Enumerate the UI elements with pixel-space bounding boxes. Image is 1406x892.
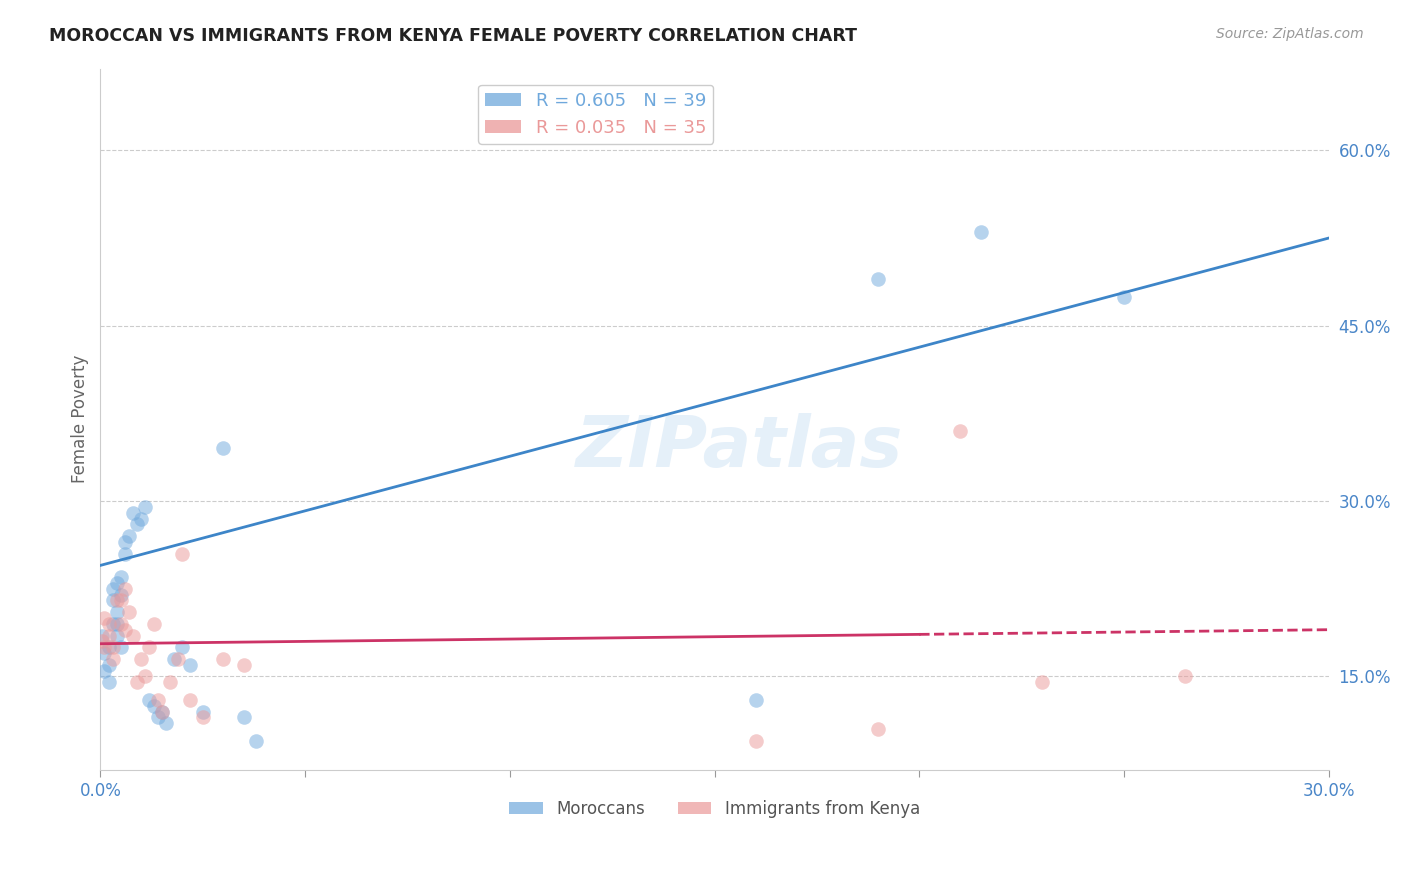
Point bbox=[172, 547, 194, 561]
Point bbox=[105, 605, 128, 619]
Point bbox=[97, 675, 120, 690]
Point bbox=[97, 628, 120, 642]
Point bbox=[105, 576, 128, 591]
Point bbox=[232, 710, 254, 724]
Y-axis label: Female Poverty: Female Poverty bbox=[72, 355, 89, 483]
Point bbox=[142, 698, 165, 713]
Point bbox=[970, 225, 993, 239]
Point bbox=[167, 652, 190, 666]
Point bbox=[191, 710, 214, 724]
Point bbox=[105, 616, 128, 631]
Point bbox=[1236, 774, 1258, 789]
Point bbox=[114, 582, 136, 596]
Point bbox=[110, 588, 132, 602]
Point bbox=[159, 675, 181, 690]
Point bbox=[101, 582, 124, 596]
Point bbox=[868, 272, 890, 286]
Point bbox=[191, 705, 214, 719]
Point bbox=[110, 640, 132, 655]
Point bbox=[949, 424, 972, 438]
Legend: Moroccans, Immigrants from Kenya: Moroccans, Immigrants from Kenya bbox=[502, 794, 927, 825]
Point bbox=[91, 628, 114, 642]
Point bbox=[114, 535, 136, 549]
Point bbox=[172, 640, 194, 655]
Point bbox=[134, 669, 156, 683]
Point bbox=[138, 693, 160, 707]
Point bbox=[110, 593, 132, 607]
Point bbox=[114, 547, 136, 561]
Point bbox=[127, 517, 149, 532]
Point bbox=[105, 593, 128, 607]
Point bbox=[146, 710, 169, 724]
Point bbox=[146, 693, 169, 707]
Point bbox=[93, 611, 115, 625]
Point bbox=[245, 733, 267, 747]
Point bbox=[110, 570, 132, 584]
Point bbox=[101, 640, 124, 655]
Point bbox=[93, 646, 115, 660]
Text: MOROCCAN VS IMMIGRANTS FROM KENYA FEMALE POVERTY CORRELATION CHART: MOROCCAN VS IMMIGRANTS FROM KENYA FEMALE… bbox=[49, 27, 858, 45]
Point bbox=[212, 652, 235, 666]
Point bbox=[101, 652, 124, 666]
Point bbox=[122, 628, 145, 642]
Point bbox=[91, 634, 114, 648]
Point bbox=[127, 675, 149, 690]
Point bbox=[118, 605, 141, 619]
Point bbox=[97, 657, 120, 672]
Point bbox=[179, 657, 201, 672]
Point bbox=[1112, 289, 1135, 303]
Point bbox=[93, 640, 115, 655]
Point bbox=[101, 616, 124, 631]
Point bbox=[118, 529, 141, 543]
Point bbox=[179, 693, 201, 707]
Point bbox=[868, 722, 890, 736]
Text: Source: ZipAtlas.com: Source: ZipAtlas.com bbox=[1216, 27, 1364, 41]
Point bbox=[129, 652, 152, 666]
Point bbox=[155, 716, 177, 731]
Point bbox=[1112, 780, 1135, 795]
Point bbox=[134, 500, 156, 514]
Point bbox=[93, 664, 115, 678]
Point bbox=[97, 640, 120, 655]
Point bbox=[129, 511, 152, 525]
Point bbox=[114, 623, 136, 637]
Point bbox=[97, 616, 120, 631]
Point bbox=[142, 616, 165, 631]
Point bbox=[150, 705, 173, 719]
Point bbox=[105, 628, 128, 642]
Point bbox=[110, 616, 132, 631]
Point bbox=[1174, 669, 1197, 683]
Point bbox=[163, 652, 186, 666]
Text: ZIPatlas: ZIPatlas bbox=[575, 413, 903, 482]
Point bbox=[150, 705, 173, 719]
Point bbox=[1031, 675, 1053, 690]
Point bbox=[122, 506, 145, 520]
Point bbox=[744, 693, 766, 707]
Point bbox=[101, 593, 124, 607]
Point bbox=[744, 733, 766, 747]
Point bbox=[138, 640, 160, 655]
Point bbox=[212, 442, 235, 456]
Point bbox=[232, 657, 254, 672]
